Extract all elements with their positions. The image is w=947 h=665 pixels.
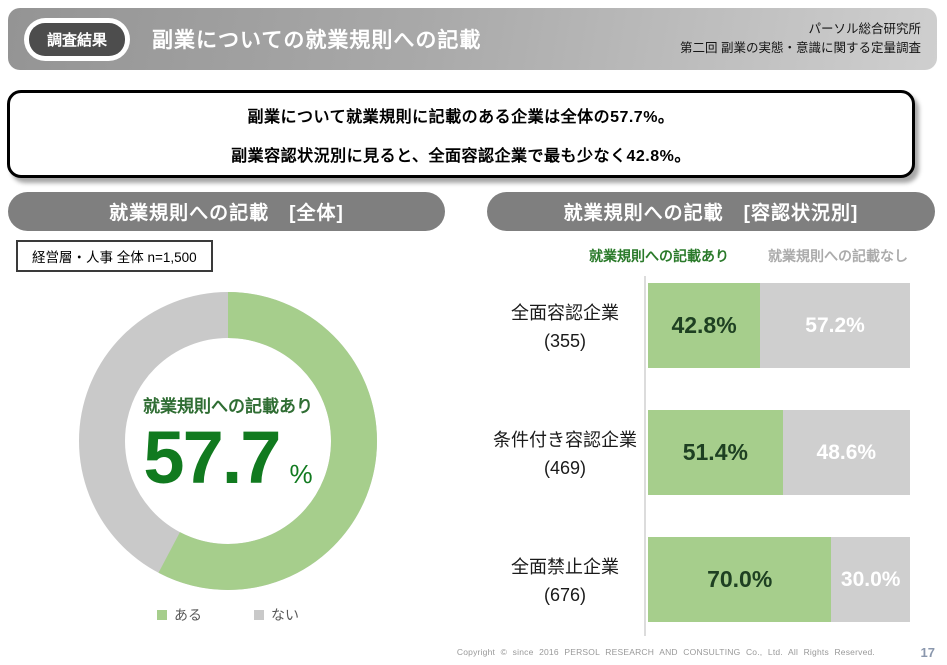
sample-size-note: 経営層・人事 全体 n=1,500 [16,240,213,272]
donut-svg [79,292,377,590]
donut-center: 就業規則への記載あり 57.7 % [78,291,378,591]
page-number: 17 [920,645,935,660]
legend-swatch-green [157,610,167,620]
header-bar: 調査結果 副業についての就業規則への記載 パーソル総合研究所 第二回 副業の実態… [8,8,937,70]
donut-center-value: 57.7 [143,415,281,499]
key-message-line1: 副業について就業規則に記載のある企業は全体の57.7%。 [247,108,675,126]
donut-center-label: 就業規則への記載あり [143,396,313,416]
bar-segment-yes: 42.8% [648,283,761,368]
bar-segment-no: 30.0% [831,537,910,622]
survey-result-badge-label: 調査結果 [29,22,126,56]
header-source: パーソル総合研究所 第二回 副業の実態・意識に関する定量調査 [680,20,921,59]
copyright-text: Copyright © since 2016 PERSOL RESEARCH A… [456,647,875,657]
donut-segment-ari [79,292,377,590]
legend-swatch-gray [254,610,264,620]
right-section-title: 就業規則への記載 [容認状況別] [487,192,935,231]
key-message-box: 副業について就業規則に記載のある企業は全体の57.7%。 副業容認状況別に見ると… [7,90,915,178]
key-message-line2: 副業容認状況別に見ると、全面容認企業で最も少なく42.8%。 [231,147,691,165]
survey-result-badge: 調査結果 [24,17,131,61]
bar-category-label: 全面禁止企業 (676) [487,537,643,622]
header-survey-name: 第二回 副業の実態・意識に関する定量調査 [680,41,921,55]
legend-label-ari: ある [174,607,202,623]
bar-track: 42.8% 57.2% [648,283,910,368]
page-title: 副業についての就業規則への記載 [152,29,482,52]
bar-segment-no: 48.6% [782,410,910,495]
donut-center-value-row: 57.7 % [143,415,313,499]
series-legend-yes: 就業規則への記載あり [589,248,729,264]
bar-category-label: 条件付き容認企業 (469) [487,410,643,495]
bar-category-name: 全面容認企業 [511,303,619,323]
legend-item-ari: ある [157,605,202,625]
bar-row-zenmen-kinshi: 全面禁止企業 (676) 70.0% 30.0% [487,537,937,622]
left-section-title: 就業規則への記載 [全体] [8,192,445,231]
legend-label-nai: ない [271,607,299,623]
bar-segment-yes: 70.0% [648,537,832,622]
donut-chart: 就業規則への記載あり 57.7 % [78,291,378,591]
bar-category-n: (355) [543,331,587,351]
donut-center-unit: % [289,458,313,489]
bar-segment-no: 57.2% [760,283,910,368]
header-org: パーソル総合研究所 [808,21,921,36]
bar-row-jouken-younin: 条件付き容認企業 (469) 51.4% 48.6% [487,410,937,495]
bar-track: 70.0% 30.0% [648,537,910,622]
bar-row-zenmen-younin: 全面容認企業 (355) 42.8% 57.2% [487,283,937,368]
legend-item-nai: ない [254,605,299,625]
bar-category-n: (676) [543,585,587,605]
stacked-bar-chart: 就業規則への記載あり 就業規則への記載なし 全面容認企業 (355) 42.8%… [487,240,937,645]
bar-category-n: (469) [543,458,587,478]
bar-track: 51.4% 48.6% [648,410,910,495]
donut-legend: ある ない [78,605,378,625]
bar-category-name: 全面禁止企業 [511,557,619,577]
bar-segment-yes: 51.4% [648,410,783,495]
series-legend-no: 就業規則への記載なし [768,248,908,264]
chart-axis-line [644,276,646,636]
bar-category-label: 全面容認企業 (355) [487,283,643,368]
bar-category-name: 条件付き容認企業 [493,430,637,450]
